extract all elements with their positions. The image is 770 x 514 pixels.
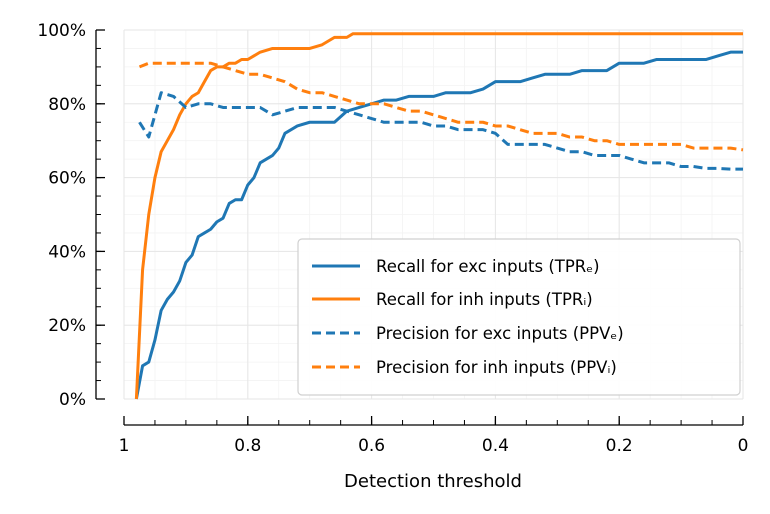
x-tick-label: 0.8 <box>234 436 261 456</box>
legend-label: Precision for exc inputs (PPVₑ) <box>376 324 624 343</box>
series-precision-exc <box>138 91 743 171</box>
y-tick-label: 100% <box>37 21 86 41</box>
legend-label: Recall for exc inputs (TPRₑ) <box>376 257 600 276</box>
x-tick-label: 0.2 <box>606 436 633 456</box>
x-tick-label: 0.6 <box>358 436 385 456</box>
x-ticks: 1 0.8 0.6 0.4 0.2 0 <box>119 416 749 456</box>
x-axis-title: Detection threshold <box>344 471 522 492</box>
y-tick-label: 0% <box>59 390 86 410</box>
legend: Recall for exc inputs (TPRₑ) Recall for i… <box>297 238 741 396</box>
x-tick-label: 1 <box>119 436 130 456</box>
y-tick-label: 60% <box>48 169 86 189</box>
series-layer <box>134 32 744 400</box>
y-ticks: 0% 20% 40% 60% 80% 100% <box>37 21 105 410</box>
legend-label: Precision for inh inputs (PPVᵢ) <box>376 358 617 377</box>
y-tick-label: 40% <box>48 242 86 262</box>
legend-label: Recall for inh inputs (TPRᵢ) <box>376 290 593 309</box>
y-tick-label: 80% <box>48 95 86 115</box>
y-tick-label: 20% <box>48 316 86 336</box>
x-tick-label: 0.4 <box>482 436 509 456</box>
series-precision-inh <box>138 61 744 152</box>
series-recall-inh <box>134 32 743 400</box>
x-tick-label: 0 <box>738 436 749 456</box>
legend-box <box>297 238 741 396</box>
